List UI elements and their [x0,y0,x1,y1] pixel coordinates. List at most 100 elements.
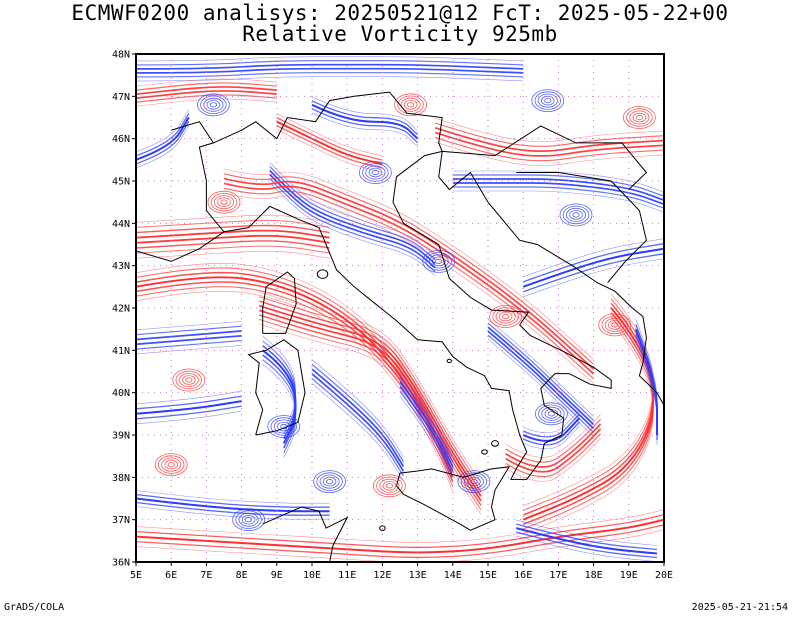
vorticity-contour [516,523,658,551]
vortex-ring [217,197,231,208]
vorticity-contour [311,378,404,477]
vorticity-contour [276,113,383,157]
vorticity-contour [262,349,297,444]
vortex-ring [313,470,347,494]
vortex-ring [316,472,343,491]
vorticity-contour [136,325,242,336]
vortex-ring [431,256,446,267]
vorticity-contour [136,330,242,341]
vorticity-contour [434,126,664,152]
vorticity-contour [311,103,419,140]
vorticity-contour [262,345,297,440]
vorticity-contour [515,527,658,555]
footer-software-label: GrADS/COLA [4,602,65,613]
vorticity-contour [136,116,190,161]
vortex-ring [319,474,340,489]
vorticity-contour [505,428,602,473]
vorticity-contour [262,340,297,435]
vorticity-contour [136,240,330,249]
vorticity-contour [136,390,242,405]
vortex-ring [368,167,383,178]
vorticity-contour [452,190,664,213]
vorticity-contour [435,122,664,147]
lat-tick-label: 37N [112,515,130,526]
vorticity-contour [523,321,654,534]
lat-tick-label: 46N [112,134,130,145]
vortex-ring [372,474,406,498]
longitude-axis: 5E 6E 7E 8E 9E 10E 11E 12E 13E 14E 15E 16E 17E 18E 19E… [130,562,673,581]
vortex-ring [213,195,234,210]
vorticity-contour [311,108,419,144]
vortex-ring [379,478,400,493]
vorticity-contour [136,113,190,157]
vorticity-contour [399,376,454,462]
tunisia-coast [262,506,349,562]
vortex-ring [206,100,221,110]
vorticity-contour [399,381,454,467]
vorticity-contour [269,173,436,269]
vorticity-contour [136,345,242,355]
lon-tick-label: 11E [338,570,356,581]
vorticity-contour [523,425,580,450]
lat-tick-label: 47N [112,92,130,103]
vorticity-contour [258,314,482,506]
vorticity-contour [276,117,383,161]
vorticity-contour [516,531,658,559]
vorticity-contour [311,112,418,147]
vortex-ring [544,98,552,104]
vortex-ring [161,457,182,472]
lon-tick-label: 12E [373,570,391,581]
vorticity-contour [136,90,277,100]
vortex-ring [245,517,253,523]
vortex-ring [273,419,294,434]
vortex-ring [403,100,418,110]
lon-tick-label: 14E [444,570,462,581]
vorticity-contour [136,82,277,91]
vorticity-contour [136,514,664,549]
vorticity-contour [505,433,602,478]
vortex-ring [428,254,449,269]
vortex-ring [601,315,628,335]
vorticity-contour [136,224,330,234]
vortex-ring [157,455,185,474]
vorticity-contour [434,131,664,157]
vortex-ring [385,483,393,489]
vorticity-contour [136,78,277,87]
vorticity-contour [523,238,664,278]
vorticity-contour [136,501,330,516]
vorticity-contour [223,168,594,360]
lon-tick-label: 5E [130,570,142,581]
vortex-ring [400,97,421,112]
vortex-ring [463,474,484,489]
vortex-ring [358,161,392,184]
vorticity-contour [435,136,664,162]
vorticity-contour [136,229,330,239]
vorticity-contour [399,386,454,472]
vortex-ring [498,311,513,322]
lat-tick-label: 41N [112,346,130,357]
vortex-ring [203,97,224,112]
vortex-ring [210,192,238,212]
vortex-ring [207,190,241,214]
vorticity-contour [276,120,383,166]
island-coast [379,525,386,531]
vortex-ring [501,313,510,320]
vorticity-contour [223,182,595,375]
vortex-ring [535,402,568,426]
vorticity-contour [435,117,664,142]
vorticity-contour [136,509,664,543]
vorticity-contour [399,372,454,458]
vorticity-contour [269,178,436,273]
vortex-ring [495,309,516,324]
vortex-ring [492,307,519,326]
vorticity-contour [399,396,454,482]
vorticity-contour [487,334,595,433]
sardinia-coast [247,339,306,436]
vorticity-contour [136,334,242,346]
vorticity-contour [136,271,454,473]
vorticity-contour [505,418,602,463]
vorticity-contour [262,336,296,430]
lat-tick-label: 45N [112,177,130,188]
sicily-coast [396,466,511,531]
